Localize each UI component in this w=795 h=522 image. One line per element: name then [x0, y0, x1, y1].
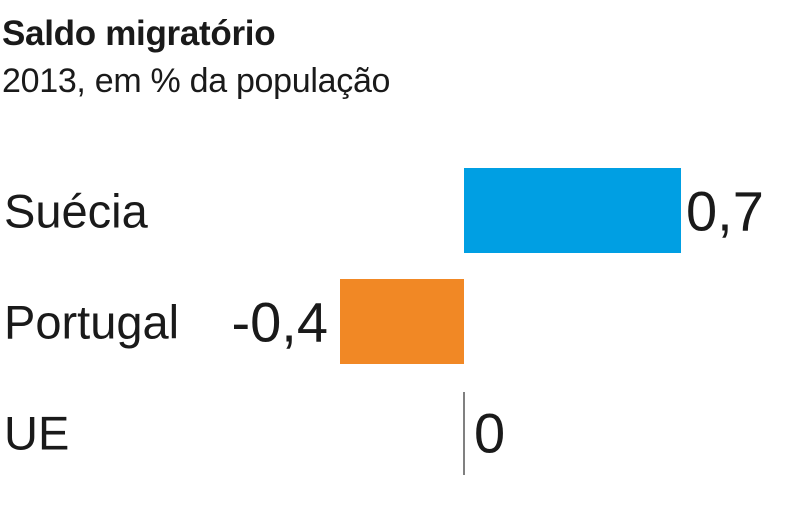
category-label: Suécia: [4, 185, 149, 238]
bar: [340, 279, 464, 364]
chart-title: Saldo migratório: [2, 14, 276, 53]
category-label: Portugal: [4, 296, 179, 349]
chart-subtitle: 2013, em % da população: [2, 62, 391, 100]
value-label: 0,7: [686, 180, 764, 243]
value-label: -0,4: [232, 291, 329, 354]
category-label: UE: [4, 407, 69, 460]
value-label: 0: [474, 402, 505, 465]
bar: [464, 168, 681, 253]
